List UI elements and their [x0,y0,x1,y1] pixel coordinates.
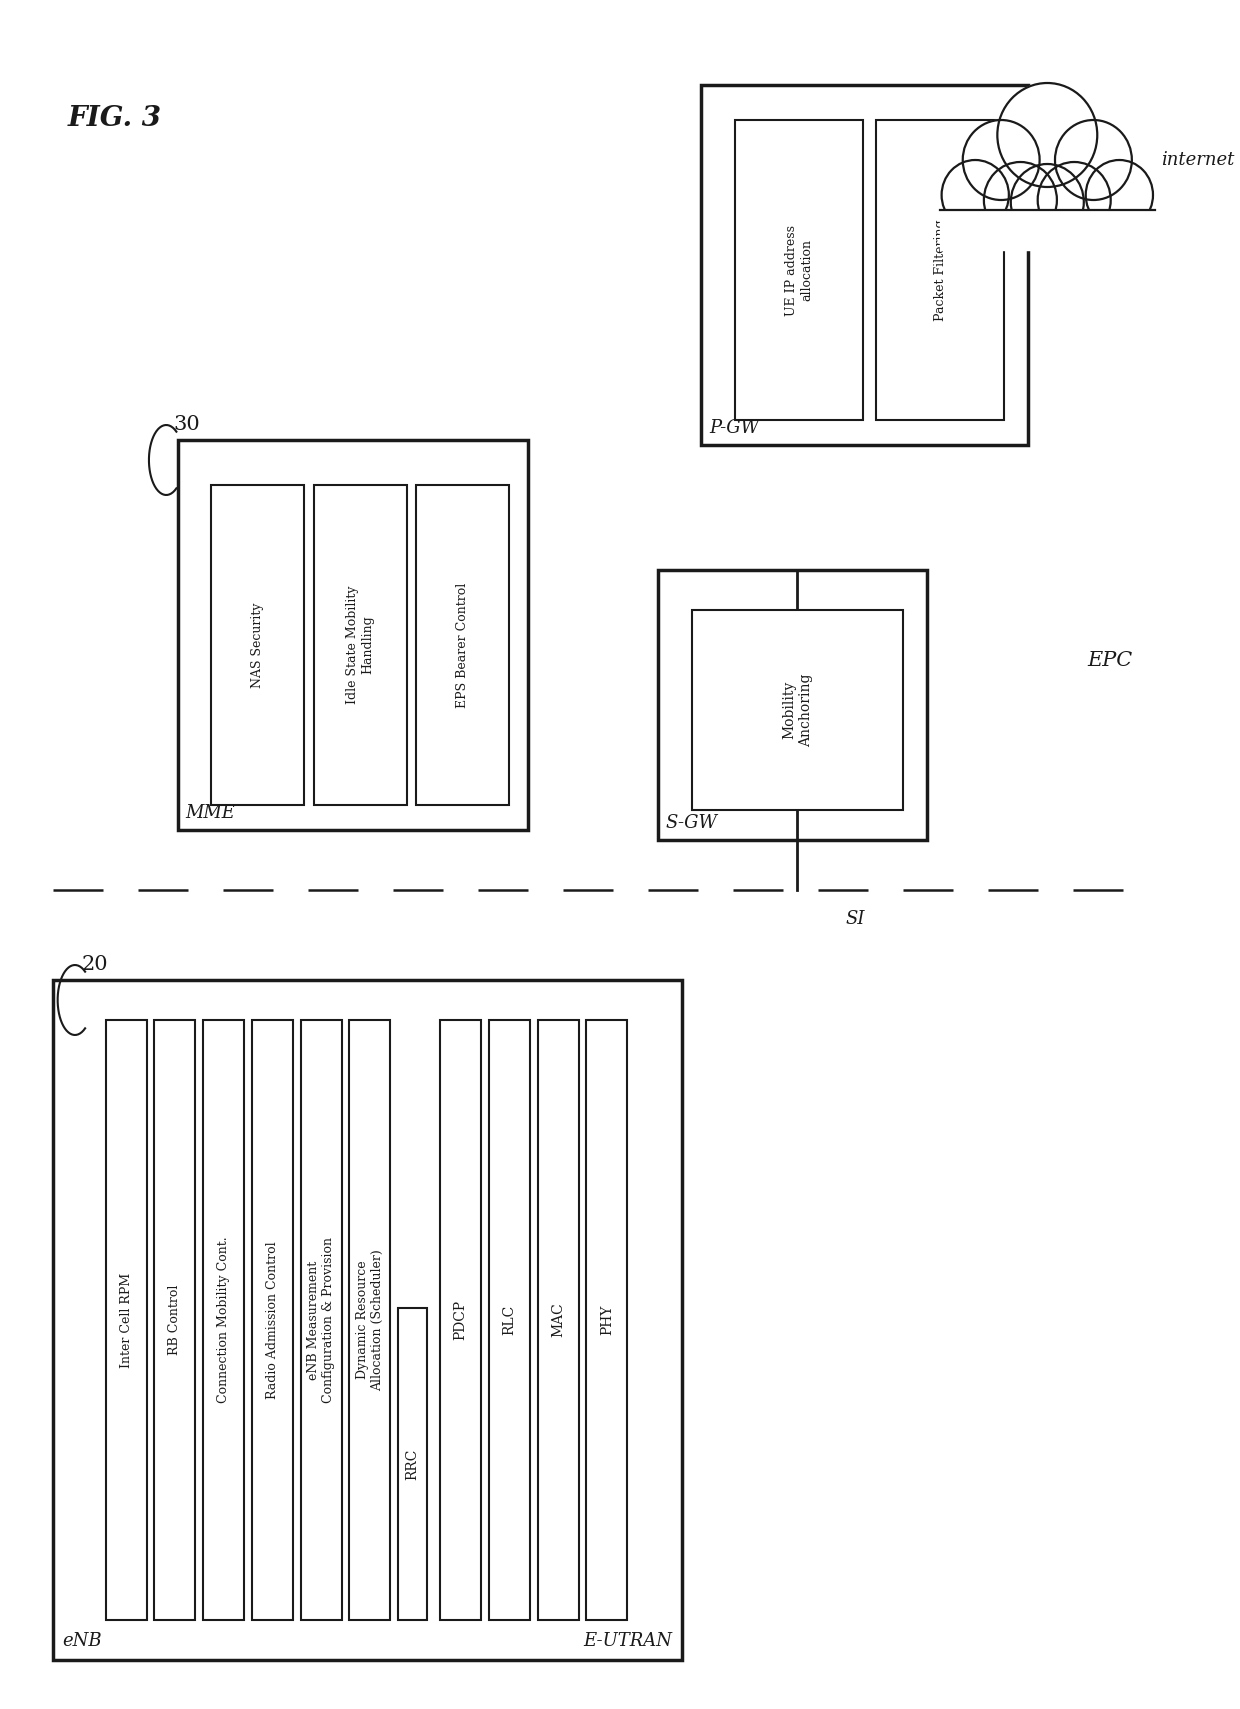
Text: Connection Mobility Cont.: Connection Mobility Cont. [217,1237,231,1403]
Text: PDCP: PDCP [454,1301,467,1340]
Bar [398,1307,427,1620]
Bar [702,85,1028,444]
Bar [350,1020,391,1620]
Bar [940,210,1154,250]
Bar [692,610,903,810]
Text: Mobility
Anchoring: Mobility Anchoring [782,673,812,747]
Bar [105,1020,146,1620]
Bar [587,1020,627,1620]
Bar [252,1020,293,1620]
Text: 30: 30 [172,415,200,434]
Bar [314,485,407,805]
Text: MAC: MAC [551,1302,565,1338]
Bar [417,485,510,805]
Text: eNB: eNB [62,1632,102,1649]
Bar [877,120,1004,420]
Circle shape [1086,161,1153,231]
Text: P-GW: P-GW [709,419,759,438]
Text: NAS Security: NAS Security [252,602,264,687]
Text: E-UTRAN: E-UTRAN [584,1632,672,1649]
Text: Inter Cell RPM: Inter Cell RPM [120,1273,133,1367]
Text: 20: 20 [82,955,108,974]
Circle shape [941,161,1009,231]
Text: Dynamic Resource
Allocation (Scheduler): Dynamic Resource Allocation (Scheduler) [356,1249,384,1391]
Bar [203,1020,244,1620]
Text: S-GW: S-GW [666,813,718,832]
Bar [53,979,682,1659]
Text: EPC: EPC [1087,651,1132,670]
Text: eNB Measurement
Configuration & Provision: eNB Measurement Configuration & Provisio… [308,1237,335,1403]
Bar [177,439,528,831]
Text: MME: MME [186,803,236,822]
Text: Packet Filtering: Packet Filtering [934,219,946,321]
Bar [440,1020,481,1620]
Text: PHY: PHY [600,1304,614,1335]
Text: RLC: RLC [502,1306,516,1335]
Text: RRC: RRC [405,1448,419,1480]
Text: FIG. 3: FIG. 3 [67,104,161,132]
Circle shape [1055,120,1132,200]
Bar [735,120,863,420]
Text: Radio Admission Control: Radio Admission Control [265,1241,279,1398]
Bar [538,1020,579,1620]
Text: EPS Bearer Control: EPS Bearer Control [456,583,469,708]
Text: Idle State Mobility
Handling: Idle State Mobility Handling [346,586,374,704]
Circle shape [997,84,1097,186]
Text: SI: SI [846,909,866,928]
Bar [658,571,928,841]
Bar [155,1020,196,1620]
Circle shape [983,162,1056,238]
Circle shape [1011,164,1084,239]
Bar [300,1020,342,1620]
Bar [489,1020,529,1620]
Bar [211,485,304,805]
Text: UE IP address
allocation: UE IP address allocation [785,224,813,316]
Text: RB Control: RB Control [169,1285,181,1355]
Text: internet: internet [1161,150,1234,169]
Circle shape [1038,162,1111,238]
Circle shape [962,120,1039,200]
